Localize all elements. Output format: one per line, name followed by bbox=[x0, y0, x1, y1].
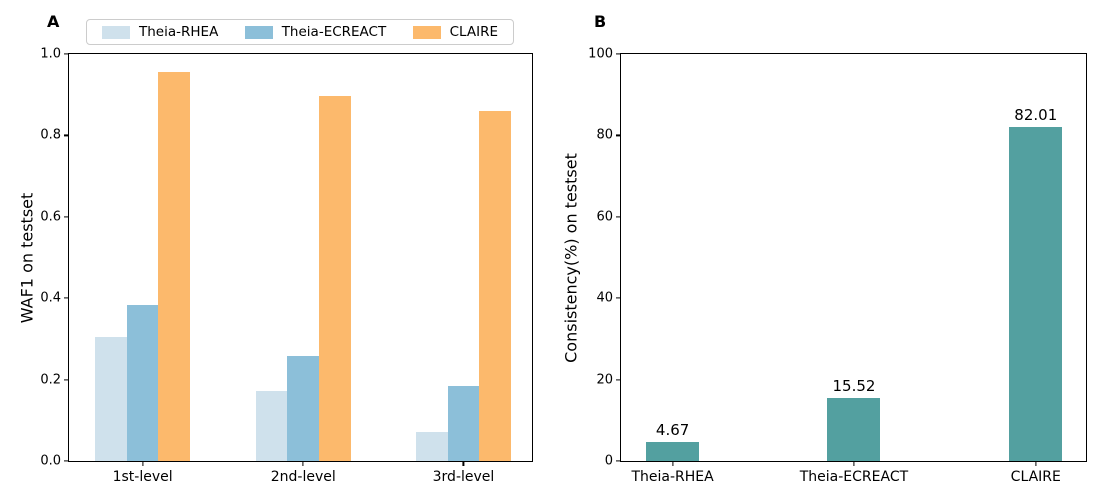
bar-value-label: 82.01 bbox=[1014, 106, 1058, 125]
y-tick-mark bbox=[64, 460, 68, 462]
bar-theia-rhea-3rd-level bbox=[416, 432, 448, 461]
y-tick-mark bbox=[616, 134, 620, 136]
bar-theia-rhea bbox=[646, 442, 700, 461]
bar-claire-1st-level bbox=[158, 71, 191, 461]
x-tick-label: 3rd-level bbox=[432, 469, 495, 485]
y-tick-mark bbox=[616, 379, 620, 381]
y-tick-mark bbox=[616, 297, 620, 299]
x-tick-label: Theia-RHEA bbox=[631, 469, 714, 485]
legend-label-theia-ecreact: Theia-ECREACT bbox=[281, 24, 387, 40]
legend-label-theia-rhea: Theia-RHEA bbox=[139, 24, 219, 40]
bar-theia-ecreact bbox=[827, 397, 881, 461]
bar-theia-rhea-1st-level bbox=[95, 336, 127, 461]
legend: Theia-RHEA Theia-ECREACT CLAIRE bbox=[86, 19, 514, 45]
legend-label-claire: CLAIRE bbox=[449, 24, 498, 40]
y-tick-label: 100 bbox=[588, 46, 613, 62]
bar-value-label: 4.67 bbox=[655, 421, 690, 439]
x-tick-mark bbox=[1035, 462, 1037, 466]
chart-a-plot-area: 0.0 0.2 0.4 0.6 0.8 1.0 1st-level 2nd-level 3rd-… bbox=[40, 47, 533, 485]
legend-swatch-claire bbox=[412, 25, 441, 39]
y-tick-label: 0.0 bbox=[40, 453, 61, 469]
x-tick-label: 1st-level bbox=[112, 469, 173, 485]
bar-theia-rhea-2nd-level bbox=[255, 391, 288, 461]
legend-swatch-theia-ecreact bbox=[244, 25, 273, 39]
bar-theia-ecreact-1st-level bbox=[126, 305, 159, 461]
x-tick-mark bbox=[462, 462, 465, 466]
y-axis-label-consistency: Consistency(%) on testset bbox=[561, 153, 581, 363]
y-tick-label: 20 bbox=[596, 372, 613, 388]
y-tick-label: 1.0 bbox=[40, 46, 61, 62]
x-tick-mark bbox=[853, 462, 855, 466]
bar-theia-ecreact-3rd-level bbox=[447, 386, 480, 461]
y-axis-label-waf1: WAF1 on testset bbox=[17, 192, 37, 324]
bar-theia-ecreact-2nd-level bbox=[287, 356, 320, 461]
y-tick-mark bbox=[616, 460, 620, 462]
y-tick-mark bbox=[64, 297, 68, 299]
y-tick-label: 60 bbox=[596, 209, 613, 225]
y-tick-mark bbox=[64, 53, 68, 55]
legend-item-theia-rhea: Theia-RHEA bbox=[102, 24, 218, 40]
y-tick-label: 80 bbox=[596, 127, 613, 143]
y-tick-mark bbox=[616, 53, 620, 55]
y-tick-label: 0 bbox=[604, 453, 613, 469]
panel-a-label: A bbox=[47, 12, 60, 31]
x-tick-label: CLAIRE bbox=[1010, 469, 1061, 485]
legend-item-claire: CLAIRE bbox=[412, 24, 498, 40]
bar-claire-3rd-level bbox=[479, 111, 511, 461]
legend-item-theia-ecreact: Theia-ECREACT bbox=[244, 24, 387, 40]
x-tick-mark bbox=[672, 462, 674, 466]
x-tick-label: Theia-ECREACT bbox=[799, 469, 909, 485]
y-tick-label: 0.6 bbox=[40, 209, 61, 225]
x-tick-mark bbox=[142, 462, 144, 466]
y-tick-label: 40 bbox=[596, 290, 613, 306]
y-tick-mark bbox=[64, 134, 68, 136]
panel-b-label: B bbox=[594, 12, 607, 31]
bar-value-label: 15.52 bbox=[832, 376, 876, 395]
bar-claire bbox=[1009, 127, 1063, 461]
x-tick-label: 2nd-level bbox=[270, 469, 336, 485]
chart-b-plot-area: 0 20 40 60 80 100 Theia-RHEA Theia-ECREACT CLAIR… bbox=[588, 47, 1087, 485]
x-tick-mark bbox=[302, 462, 304, 466]
legend-swatch-theia-rhea bbox=[102, 25, 130, 39]
y-tick-label: 0.8 bbox=[40, 127, 61, 143]
y-tick-label: 0.4 bbox=[40, 290, 61, 306]
y-tick-label: 0.2 bbox=[40, 372, 61, 388]
y-tick-mark bbox=[64, 216, 68, 218]
y-tick-mark bbox=[616, 216, 620, 218]
bar-claire-2nd-level bbox=[319, 96, 351, 461]
y-tick-mark bbox=[64, 379, 68, 381]
